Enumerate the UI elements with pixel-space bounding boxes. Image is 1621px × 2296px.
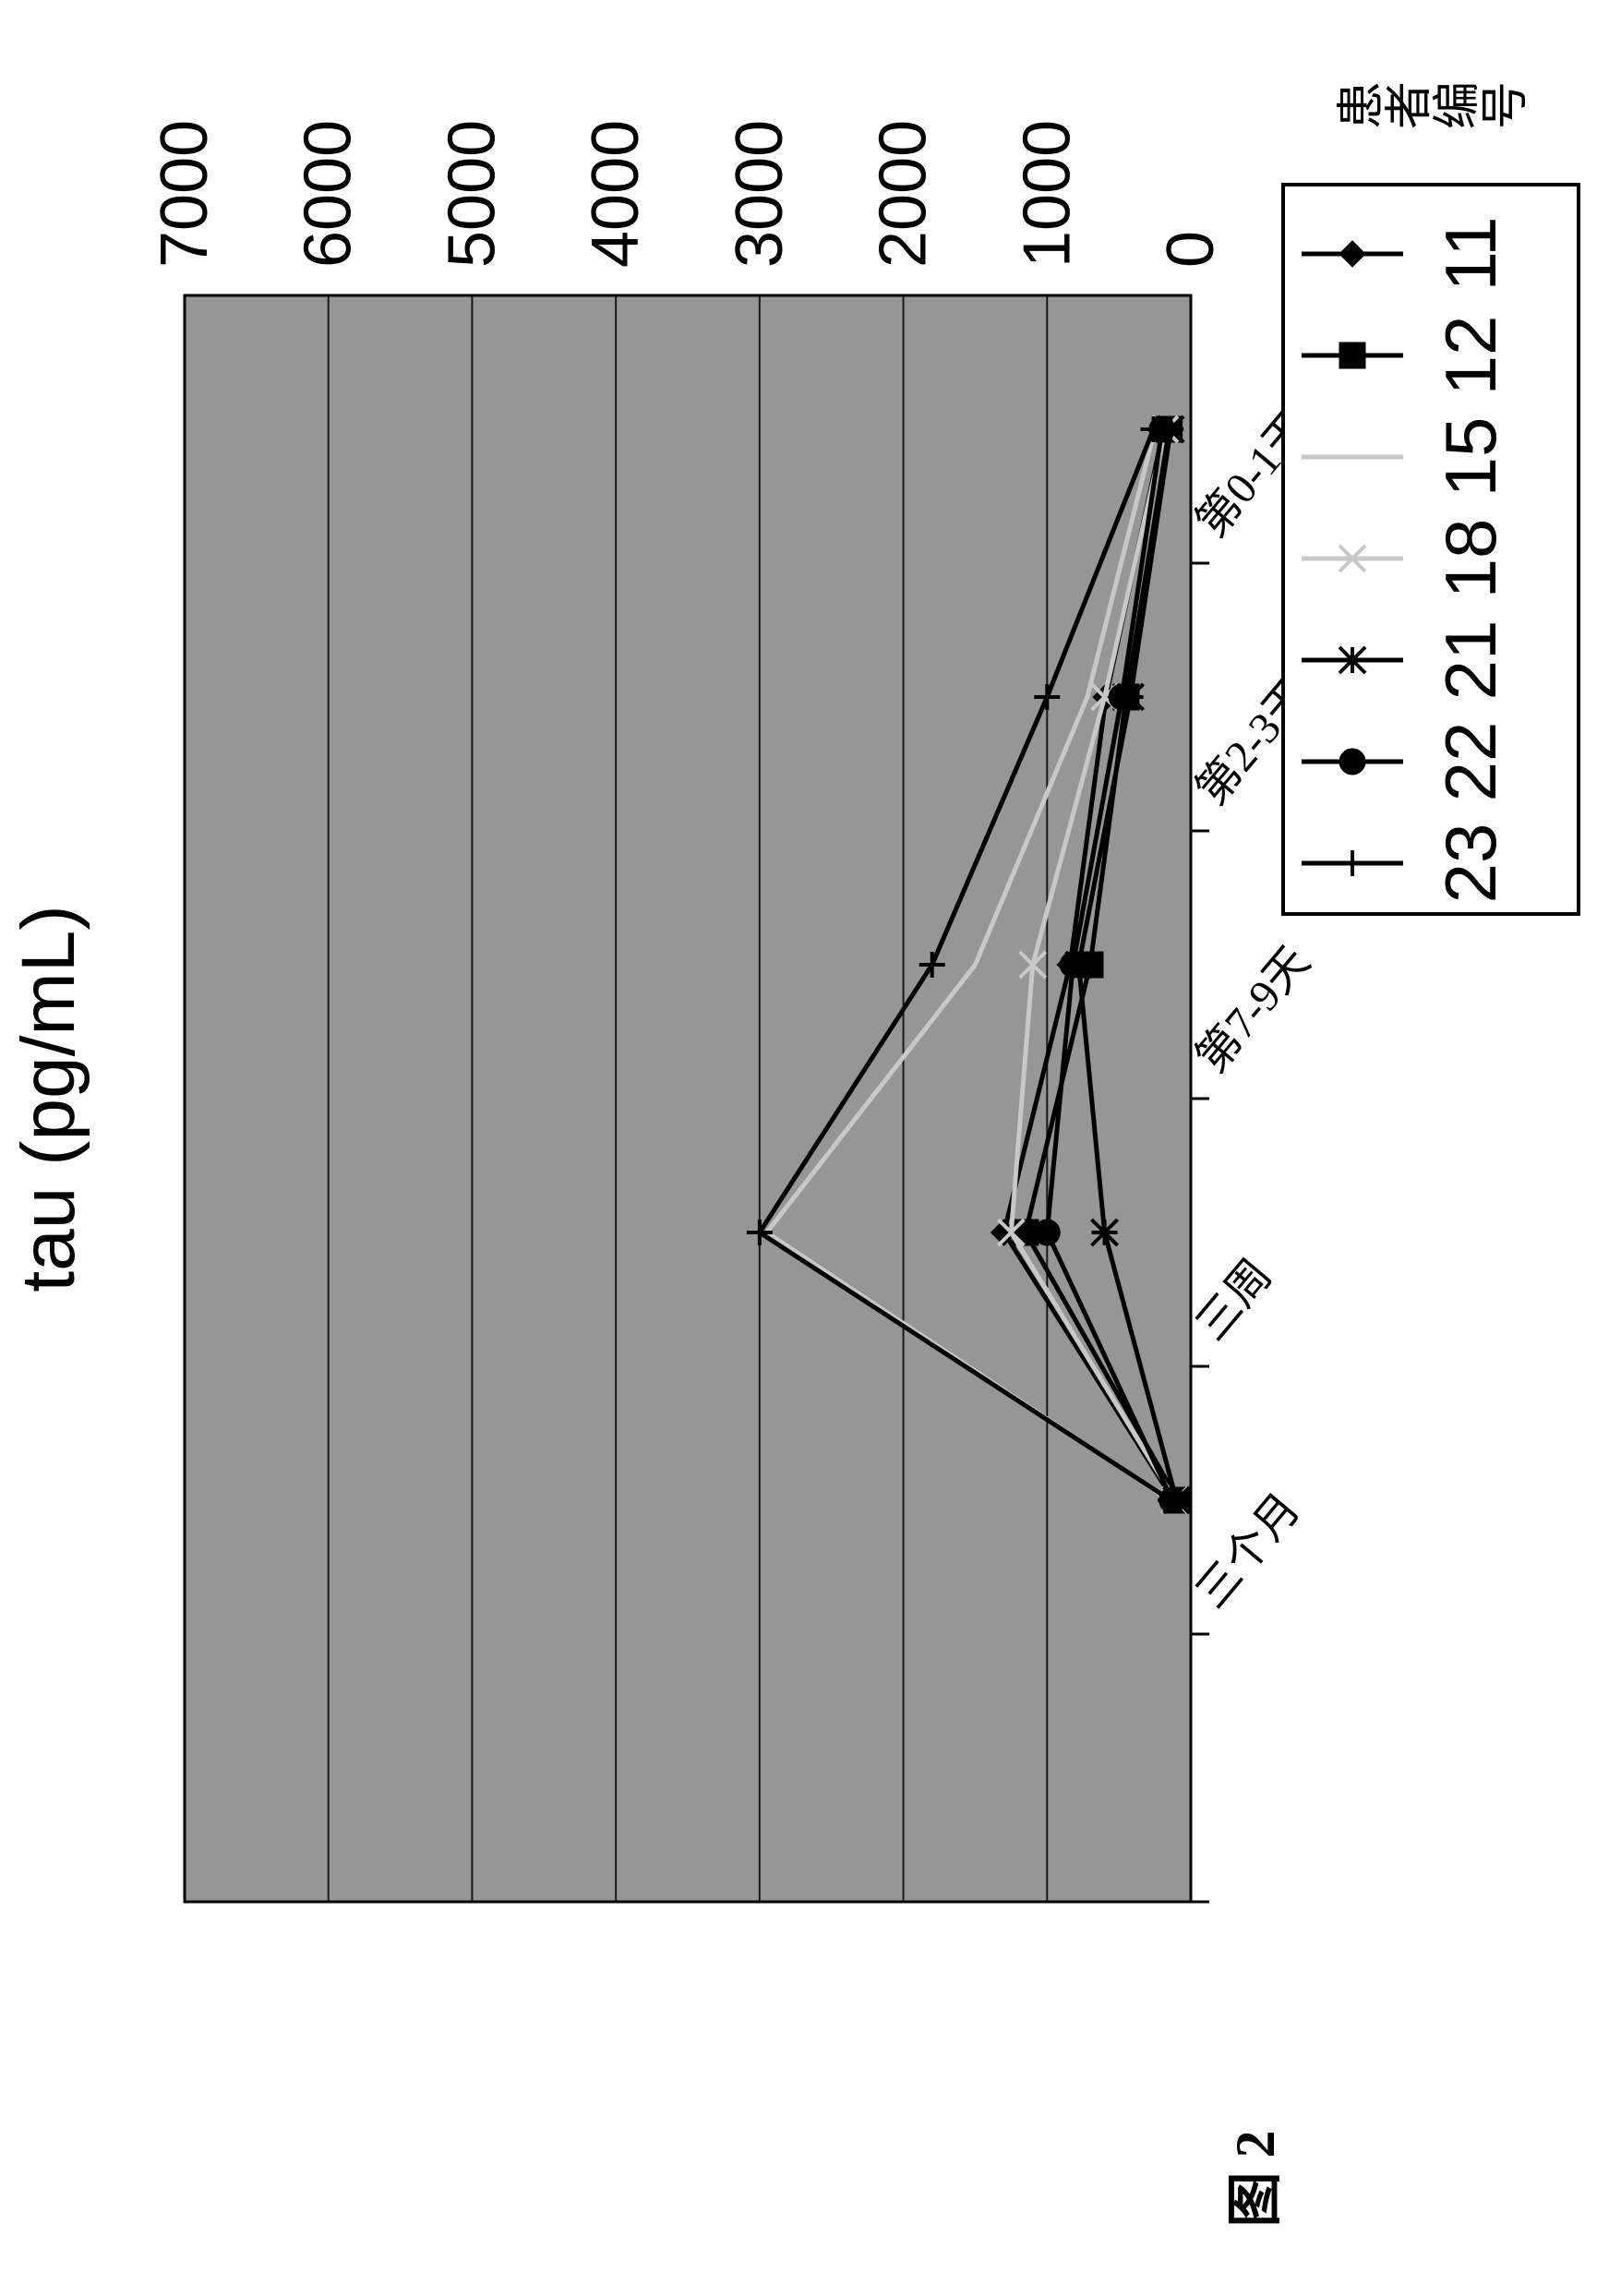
- y-tick-label: 7000: [148, 120, 222, 268]
- x-category-label: 三周: [1187, 1250, 1281, 1350]
- legend-item-label: 21: [1430, 620, 1511, 701]
- legend-item-label: 22: [1430, 722, 1511, 802]
- legend-item-label: 18: [1430, 519, 1511, 599]
- legend-item-label: 23: [1430, 823, 1511, 904]
- y-tick-label: 6000: [292, 120, 366, 268]
- chart-svg: 0 1000 2000 3000 4000 5000 6000 7000 tau (pg/mL)…: [0, 0, 1621, 2296]
- y-tick-label: 5000: [435, 120, 509, 268]
- legend-sample-marker: [1339, 749, 1365, 775]
- x-category-label: 三个月: [1187, 1485, 1310, 1617]
- marker-circle: [1109, 684, 1135, 710]
- figure-label: 图 2: [1225, 2131, 1286, 2228]
- legend-item-label: 12: [1430, 316, 1511, 396]
- legend-sample-marker: [1339, 647, 1365, 673]
- legend-item-label: 11: [1430, 217, 1511, 292]
- marker-circle: [1060, 952, 1086, 978]
- plot-area: [185, 295, 1191, 1902]
- y-tick-label: 2000: [867, 120, 941, 268]
- legend-item-label: 15: [1430, 417, 1511, 498]
- y-tick-label: 0: [1154, 231, 1228, 268]
- legend-sample-marker: [1339, 343, 1365, 368]
- y-tick-label: 4000: [579, 120, 653, 268]
- x-category-label: 第7-9天: [1187, 937, 1319, 1082]
- marker-circle: [1034, 1220, 1060, 1245]
- marker-circle: [1339, 749, 1365, 775]
- marker-square: [1339, 343, 1365, 368]
- legend-title: 患者编号: [1335, 83, 1527, 138]
- y-tick-label: 1000: [1010, 120, 1084, 268]
- y-tick-label: 3000: [723, 120, 797, 268]
- y-axis-label: tau (pg/mL): [6, 905, 90, 1292]
